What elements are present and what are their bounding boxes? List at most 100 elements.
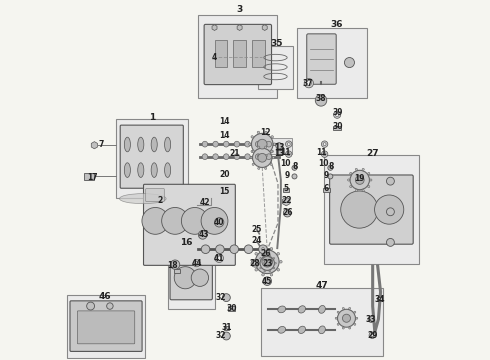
- Bar: [377, 297, 382, 301]
- Text: 33: 33: [366, 315, 376, 324]
- Text: 38: 38: [316, 94, 326, 103]
- Circle shape: [245, 245, 253, 253]
- Circle shape: [286, 141, 292, 147]
- FancyBboxPatch shape: [330, 175, 413, 244]
- Circle shape: [195, 261, 198, 265]
- Circle shape: [257, 155, 260, 157]
- Text: 20: 20: [219, 170, 229, 179]
- Circle shape: [191, 269, 209, 287]
- Text: 11: 11: [280, 148, 291, 157]
- Circle shape: [355, 176, 364, 184]
- Circle shape: [255, 250, 279, 274]
- Circle shape: [265, 167, 267, 170]
- Ellipse shape: [213, 141, 219, 147]
- Circle shape: [292, 165, 297, 170]
- Text: 8: 8: [293, 162, 298, 171]
- Circle shape: [216, 245, 224, 253]
- Bar: [233, 40, 246, 67]
- Circle shape: [338, 309, 355, 327]
- Text: 10: 10: [318, 159, 328, 168]
- Text: 29: 29: [367, 331, 378, 340]
- Text: 4: 4: [212, 53, 217, 62]
- Ellipse shape: [165, 137, 171, 152]
- Circle shape: [362, 189, 364, 192]
- Ellipse shape: [245, 141, 250, 147]
- Circle shape: [349, 327, 351, 329]
- Circle shape: [215, 218, 224, 227]
- Circle shape: [328, 174, 333, 179]
- Circle shape: [335, 113, 339, 117]
- Ellipse shape: [138, 137, 144, 152]
- Text: 36: 36: [330, 19, 343, 28]
- Circle shape: [321, 151, 328, 157]
- FancyBboxPatch shape: [144, 184, 235, 265]
- Ellipse shape: [298, 306, 305, 313]
- Circle shape: [369, 332, 375, 338]
- Text: 35: 35: [270, 39, 282, 48]
- Circle shape: [269, 255, 270, 256]
- Circle shape: [273, 257, 275, 259]
- Circle shape: [263, 277, 271, 285]
- Circle shape: [387, 177, 394, 185]
- Circle shape: [264, 260, 270, 266]
- Circle shape: [258, 146, 260, 148]
- Circle shape: [262, 248, 264, 250]
- Bar: [68, 295, 145, 357]
- Circle shape: [264, 270, 266, 272]
- Text: 10: 10: [280, 159, 291, 168]
- Circle shape: [222, 332, 230, 340]
- Circle shape: [277, 252, 280, 255]
- Circle shape: [255, 252, 258, 255]
- Circle shape: [273, 267, 275, 269]
- Circle shape: [251, 259, 259, 267]
- Circle shape: [349, 307, 351, 310]
- Text: 7: 7: [98, 140, 103, 149]
- Circle shape: [107, 303, 113, 309]
- Circle shape: [265, 155, 267, 157]
- Circle shape: [270, 163, 272, 165]
- Circle shape: [306, 81, 311, 86]
- Text: 44: 44: [191, 259, 202, 268]
- Bar: [116, 119, 188, 198]
- Text: 17: 17: [87, 173, 98, 182]
- Text: 25: 25: [252, 225, 262, 234]
- Circle shape: [271, 136, 273, 138]
- Text: 32: 32: [216, 293, 226, 302]
- Text: 5: 5: [284, 184, 289, 193]
- Circle shape: [337, 311, 339, 313]
- Circle shape: [257, 139, 267, 149]
- Circle shape: [368, 316, 374, 322]
- Circle shape: [230, 245, 239, 253]
- Circle shape: [273, 143, 276, 145]
- Circle shape: [255, 269, 258, 271]
- Bar: [228, 306, 235, 311]
- Circle shape: [344, 58, 354, 68]
- Text: 1: 1: [148, 113, 155, 122]
- Circle shape: [271, 150, 273, 153]
- Circle shape: [272, 157, 274, 159]
- Circle shape: [253, 261, 257, 265]
- Ellipse shape: [138, 163, 144, 177]
- Circle shape: [387, 238, 394, 246]
- Circle shape: [323, 153, 326, 156]
- Text: 39: 39: [332, 108, 343, 117]
- Circle shape: [265, 146, 267, 148]
- Circle shape: [162, 207, 189, 234]
- Circle shape: [270, 150, 272, 152]
- Bar: [168, 246, 215, 309]
- Ellipse shape: [124, 137, 130, 152]
- FancyBboxPatch shape: [146, 189, 164, 202]
- Ellipse shape: [298, 326, 305, 333]
- Text: 30: 30: [226, 304, 237, 313]
- Circle shape: [283, 209, 291, 217]
- Bar: [224, 326, 229, 329]
- Circle shape: [258, 153, 267, 162]
- Text: 31: 31: [222, 323, 232, 332]
- Circle shape: [262, 249, 270, 257]
- Circle shape: [269, 270, 270, 272]
- Circle shape: [315, 95, 327, 106]
- FancyBboxPatch shape: [77, 311, 135, 344]
- Circle shape: [252, 150, 254, 152]
- Ellipse shape: [124, 163, 130, 177]
- Bar: [173, 270, 180, 273]
